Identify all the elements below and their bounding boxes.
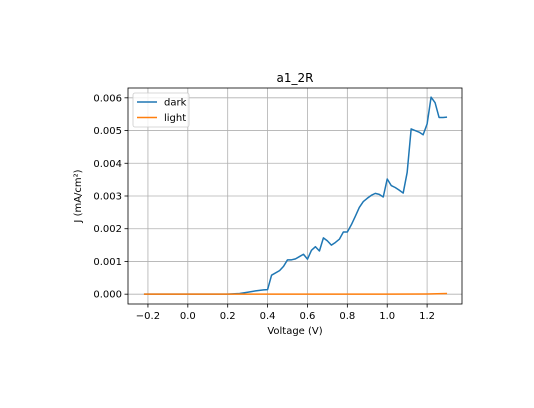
y-tick-label: 0.006 — [93, 93, 122, 104]
x-axis-label: Voltage (V) — [267, 326, 322, 337]
x-tick-label: 0.6 — [300, 311, 316, 322]
y-tick-label: 0.002 — [93, 224, 122, 235]
x-tick-label: −0.2 — [136, 311, 160, 322]
y-tick-label: 0.004 — [93, 159, 122, 170]
x-tick-label: 0.2 — [220, 311, 236, 322]
legend-label-dark: dark — [164, 98, 187, 109]
y-tick-label: 0.003 — [93, 192, 122, 203]
y-axis-label: J (mA/cm²) — [73, 169, 84, 223]
x-tick-label: 1.0 — [379, 311, 395, 322]
x-tick-label: 0.4 — [260, 311, 276, 322]
x-tick-label: 0.0 — [180, 311, 196, 322]
x-axis-ticks: −0.2 0.0 0.2 0.4 0.6 0.8 1.0 1.2 — [136, 304, 435, 322]
series-line-dark — [143, 96, 448, 295]
y-tick-label: 0.001 — [93, 257, 122, 268]
y-tick-label: 0.005 — [93, 126, 122, 137]
legend: dark light — [132, 92, 190, 128]
legend-label-light: light — [164, 113, 186, 124]
series-layer — [143, 96, 448, 295]
series-line-light — [143, 292, 448, 295]
x-tick-label: 0.8 — [339, 311, 355, 322]
y-axis-ticks: 0.000 0.001 0.002 0.003 0.004 0.005 0.006 — [93, 93, 128, 301]
y-tick-label: 0.000 — [93, 290, 122, 301]
x-tick-label: 1.2 — [419, 311, 435, 322]
chart-title: a1_2R — [277, 71, 314, 85]
